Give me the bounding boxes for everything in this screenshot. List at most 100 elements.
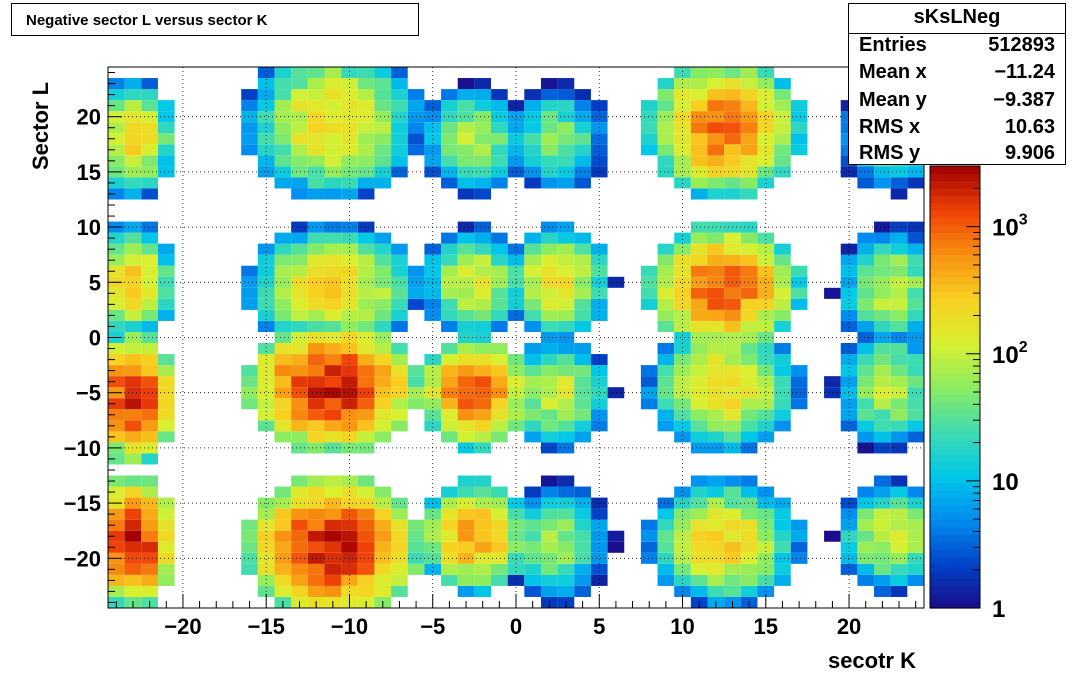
heatmap-cell [724,232,741,244]
heatmap-cell [291,354,308,366]
heatmap-cell [574,486,591,498]
heatmap-cell [740,144,758,156]
heatmap-cell [141,254,158,266]
heatmap-cell [907,574,924,586]
heatmap-cell [474,486,492,498]
heatmap-cell [574,497,591,509]
heatmap-cell [424,243,442,255]
heatmap-cell [391,563,408,575]
colorbar-segment [930,585,980,594]
heatmap-cell [657,276,675,288]
heatmap-cell [674,155,691,167]
heatmap-cell [307,67,325,79]
heatmap-cell [491,276,508,288]
heatmap-cell [774,365,791,377]
heatmap-cell [890,563,908,575]
colorbar-segment [930,254,980,263]
colorbar-segment [930,298,980,307]
heatmap-cell [574,265,591,277]
heatmap-cell [740,265,758,277]
heatmap-cell [590,409,608,421]
heatmap-cell [907,376,924,388]
heatmap-cell [141,309,158,321]
heatmap-cell [474,331,492,344]
heatmap-cell [157,387,175,399]
heatmap-cell [124,585,142,597]
heatmap-cell [157,574,175,586]
heatmap-cell [324,398,342,410]
heatmap-cell [690,442,708,454]
heatmap-cell [324,343,342,355]
heatmap-cell [690,100,708,112]
heatmap-cell [574,243,591,255]
heatmap-cell [291,365,308,377]
heatmap-cell [157,166,175,178]
heatmap-cell [457,475,475,487]
heatmap-cell [324,420,342,432]
heatmap-cell [724,354,741,366]
heatmap-cell [291,497,308,509]
heatmap-cell [890,309,908,321]
heatmap-cell [474,320,492,332]
colorbar-segment [930,512,980,521]
heatmap-cell [524,320,541,332]
heatmap-cell [457,122,475,134]
heatmap-cell [108,188,125,200]
heatmap-cell [507,298,525,310]
heatmap-cell [357,78,375,90]
heatmap-cell [557,376,575,388]
heatmap-cell [690,188,708,200]
heatmap-cell [907,354,924,366]
heatmap-cell [607,387,625,399]
heatmap-cell [574,276,591,288]
heatmap-cell [840,508,858,520]
heatmap-cell [540,232,558,244]
heatmap-cell [557,166,575,178]
colorbar-segment [930,571,980,580]
heatmap-cell [557,254,575,266]
heatmap-cell [657,508,675,520]
heatmap-cell [774,265,791,277]
heatmap-cell [557,309,575,321]
heatmap-cell [857,442,875,454]
heatmap-cell [374,298,392,310]
heatmap-cell [774,376,791,388]
heatmap-cell [274,541,292,553]
heatmap-cell [574,232,591,244]
heatmap-cell [457,166,475,178]
heatmap-cell [690,320,708,332]
heatmap-cell [774,508,791,520]
colorbar-segment [930,482,980,491]
heatmap-cell [307,122,325,134]
heatmap-cell [707,365,725,377]
heatmap-cell [557,387,575,399]
heatmap-cell [457,541,475,553]
heatmap-cell [724,541,741,553]
heatmap-cell [890,574,908,586]
heatmap-cell [707,343,725,355]
heatmap-cell [324,122,342,134]
heatmap-cell [790,276,808,288]
heatmap-cell [141,475,158,487]
heatmap-cell [774,100,791,112]
heatmap-cell [524,508,541,520]
heatmap-cell [457,409,475,421]
heatmap-cell [491,177,508,189]
heatmap-cell [707,376,725,388]
heatmap-cell [474,309,492,321]
heatmap-cell [757,486,775,498]
heatmap-cell [474,365,492,377]
heatmap-cell [790,387,808,399]
colorbar-segment [930,320,980,329]
heatmap-cell [857,541,875,553]
y-tick-label: 15 [77,160,101,185]
heatmap-cell [790,552,808,564]
heatmap-cell [890,541,908,553]
heatmap-cell [857,574,875,586]
heatmap-cell [774,497,791,509]
heatmap-cell [341,243,358,255]
heatmap-cell [441,376,458,388]
y-tick-label: −10 [64,436,101,461]
heatmap-cell [557,541,575,553]
heatmap-cell [491,431,508,443]
